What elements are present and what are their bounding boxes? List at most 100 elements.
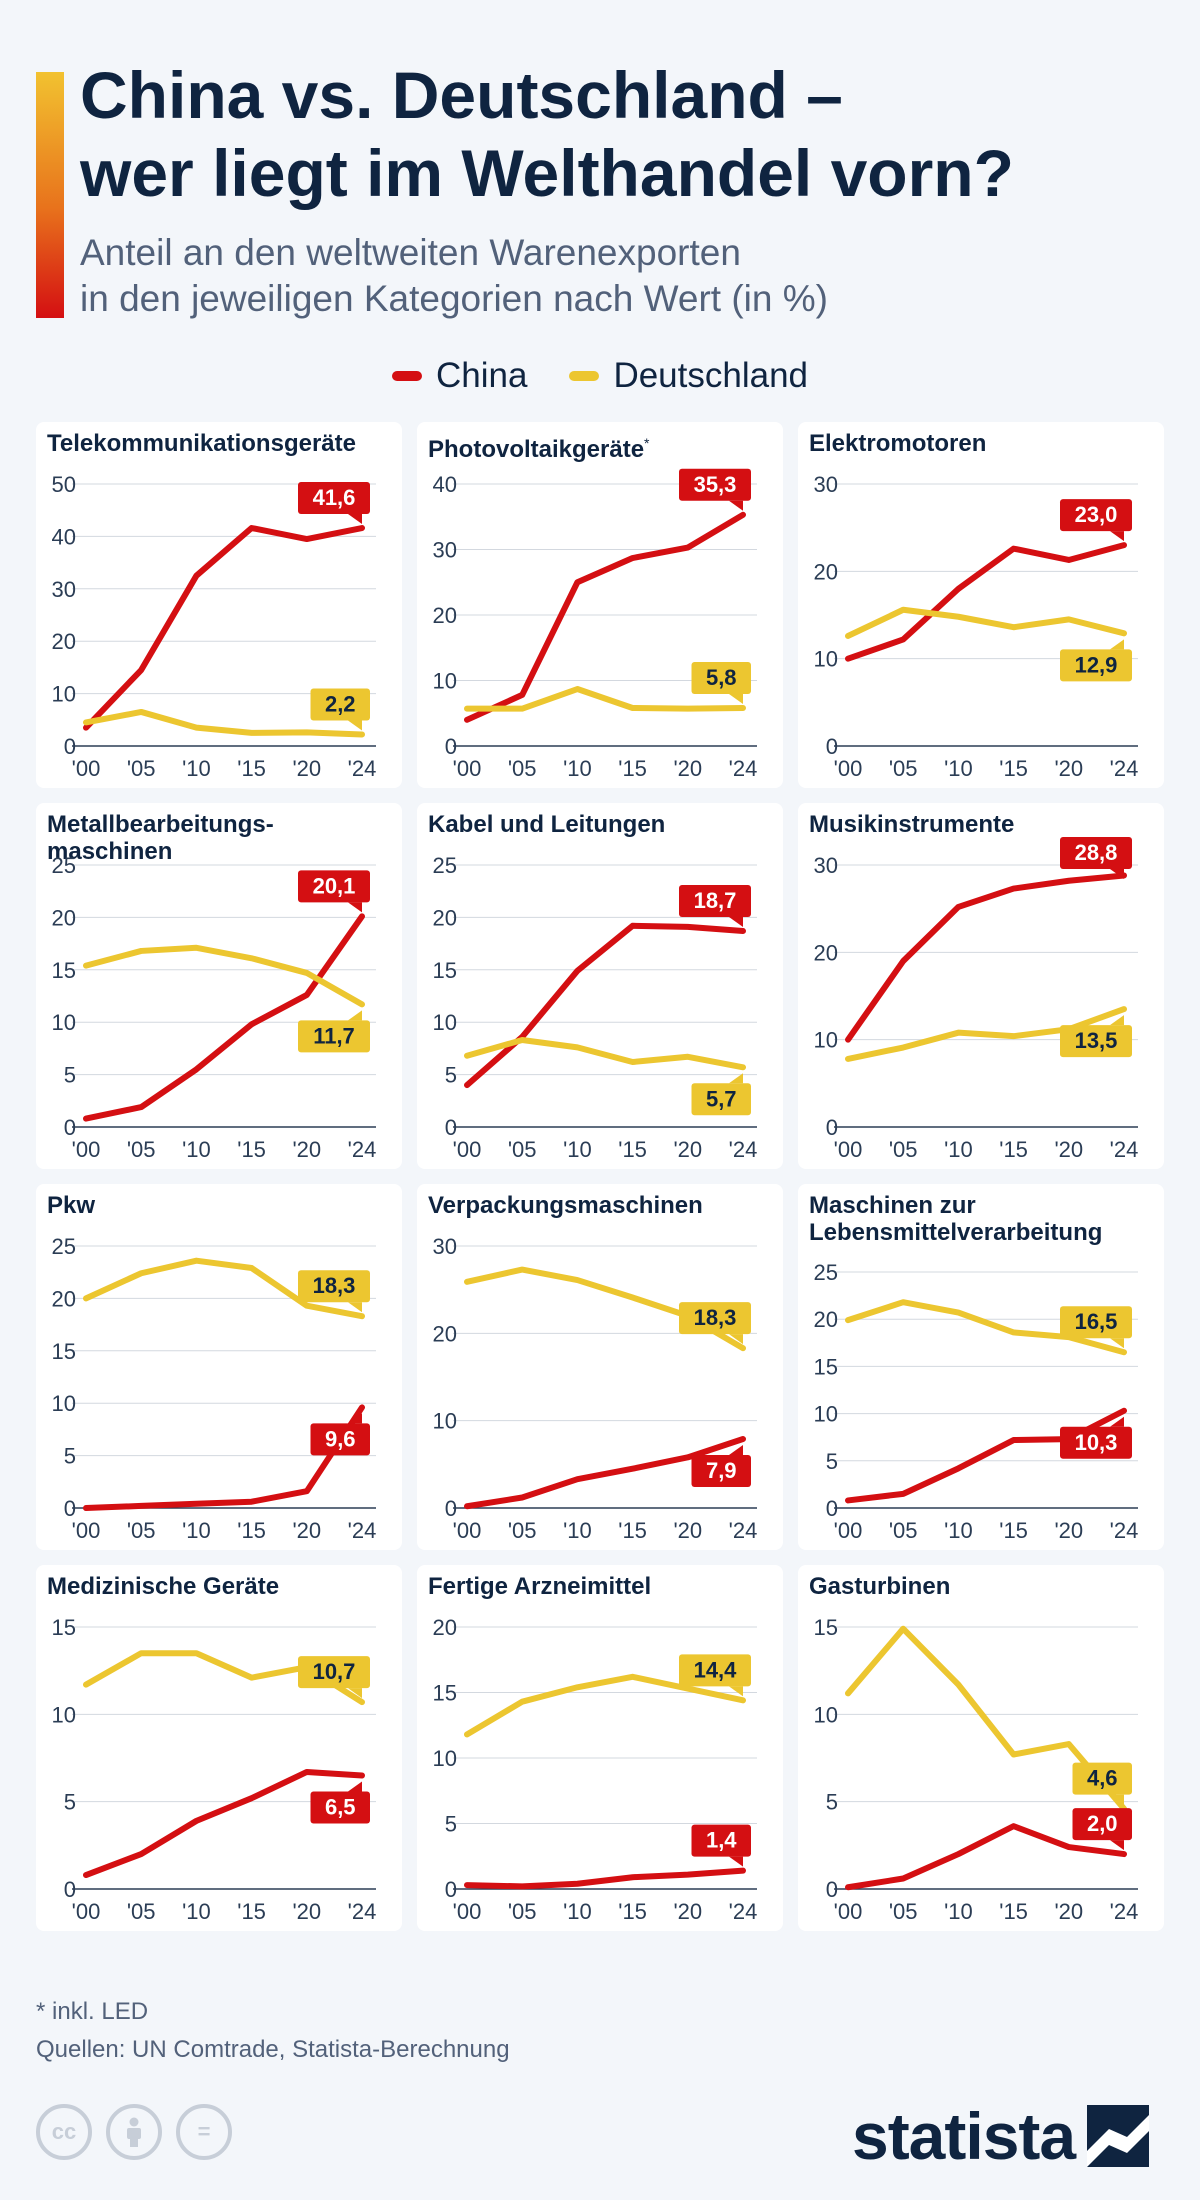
x-tick-label: '24 (348, 1137, 377, 1162)
title-accent-bar (36, 72, 64, 318)
y-tick-label: 5 (64, 1790, 76, 1815)
x-tick-label: '15 (237, 1899, 266, 1924)
y-tick-label: 0 (445, 1115, 457, 1140)
end-label-box (679, 1654, 751, 1687)
x-tick-label: '15 (618, 1899, 647, 1924)
end-label-box (1060, 1306, 1132, 1339)
series-line-china (845, 1823, 1127, 1891)
x-tick-label: '05 (127, 1518, 156, 1543)
y-tick-label: 20 (52, 905, 76, 930)
end-label-china: 9,6 (310, 1413, 370, 1456)
end-label-pointer (348, 1010, 362, 1021)
x-tick-label: '15 (237, 1137, 266, 1162)
end-label-pointer (729, 1686, 743, 1697)
chart-title: Medizinische Geräte (47, 1573, 392, 1600)
x-tick-label: '10 (944, 1899, 973, 1924)
end-label-pointer (729, 917, 743, 928)
end-label-text: 20,1 (313, 873, 356, 898)
y-tick-label: 15 (433, 958, 457, 983)
chart-title: Musikinstrumente (809, 811, 1154, 838)
end-label-text: 41,6 (313, 485, 356, 510)
end-label-pointer (348, 1302, 362, 1313)
y-tick-label: 30 (433, 1234, 457, 1259)
end-label-deutschland: 4,6 (1072, 1762, 1132, 1805)
chart-title: Gasturbinen (809, 1573, 1154, 1600)
x-tick-label: '15 (999, 1518, 1028, 1543)
x-tick-label: '05 (508, 1518, 537, 1543)
x-tick-label: '10 (944, 1518, 973, 1543)
x-tick-label: '05 (889, 756, 918, 781)
x-tick-label: '20 (673, 1137, 702, 1162)
end-label-text: 6,5 (325, 1794, 356, 1819)
chart-card-photovoltaikgeräte: Photovoltaikgeräte* 0 10 20 30 40 '00 '05 '10 '15… (417, 422, 783, 788)
statista-logo[interactable]: statista (852, 2098, 1150, 2174)
chart-title: Kabel und Leitungen (428, 811, 773, 838)
end-label-deutschland: 5,7 (691, 1073, 751, 1116)
end-label-pointer (348, 720, 362, 731)
chart-svg: 0 10 20 30 40 50 '00 '05 '10 '15 '20 '24 41,6 2,2 (52, 472, 377, 781)
y-tick-label: 40 (52, 524, 76, 549)
end-label-text: 2,2 (325, 691, 356, 716)
chart-svg: 0 5 10 15 20 25 '00 '05 '10 '15 '20 '24 20,1 11,7 (52, 853, 377, 1162)
x-tick-label: '10 (944, 756, 973, 781)
end-label-box (1060, 1426, 1132, 1459)
end-label-box (310, 688, 370, 721)
x-tick-label: '10 (182, 1137, 211, 1162)
x-tick-label: '15 (618, 756, 647, 781)
y-tick-label: 25 (52, 853, 76, 878)
y-tick-label: 30 (814, 853, 838, 878)
x-tick-label: '05 (889, 1899, 918, 1924)
x-tick-label: '20 (292, 1518, 321, 1543)
chart-card-metallbearbeitungs-maschinen: Metallbearbeitungs-maschinen 0 5 10 15 20 25 '0… (36, 803, 402, 1169)
x-tick-label: '20 (1054, 1518, 1083, 1543)
nd-icon[interactable]: = (176, 2104, 232, 2160)
x-tick-label: '05 (508, 1899, 537, 1924)
series-line-deutschland (464, 1673, 746, 1738)
chart-title-text: Kabel und Leitungen (428, 811, 666, 838)
x-tick-label: '00 (453, 1518, 482, 1543)
end-label-text: 11,7 (313, 1023, 355, 1048)
y-tick-label: 0 (826, 1496, 838, 1521)
x-tick-label: '20 (292, 1899, 321, 1924)
end-label-text: 12,9 (1075, 652, 1118, 677)
chart-card-verpackungsmaschinen: Verpackungsmaschinen 0 10 20 30 '00 '05 '10 '15 '… (417, 1184, 783, 1550)
y-tick-label: 0 (64, 1115, 76, 1140)
series-line-deutschland (83, 944, 365, 1008)
end-label-pointer (1110, 1794, 1124, 1805)
y-tick-label: 40 (433, 472, 457, 497)
x-tick-label: '00 (453, 1899, 482, 1924)
series-line-deutschland (83, 1257, 365, 1320)
y-tick-label: 15 (52, 958, 76, 983)
chart-svg: 0 5 10 15 20 25 '00 '05 '10 '15 '20 '24 18,3 9,6 (52, 1234, 377, 1543)
by-icon[interactable] (106, 2104, 162, 2160)
x-tick-label: '15 (237, 1518, 266, 1543)
series-line-deutschland (845, 1299, 1127, 1356)
subtitle-line-2: in den jeweiligen Kategorien nach Wert (… (80, 278, 828, 319)
series-line-deutschland (83, 708, 365, 738)
series-line-china (83, 525, 365, 731)
y-tick-label: 10 (52, 1702, 76, 1727)
y-tick-label: 15 (52, 1339, 76, 1364)
end-label-deutschland: 13,5 (1060, 1015, 1132, 1058)
x-tick-label: '24 (1110, 1899, 1139, 1924)
end-label-box (679, 1302, 751, 1335)
chart-title-text: Medizinische Geräte (47, 1573, 280, 1600)
chart-card-musikinstrumente: Musikinstrumente 0 10 20 30 '00 '05 '10 '15 '20 '2… (798, 803, 1164, 1169)
end-label-china: 20,1 (298, 870, 370, 913)
end-label-box (298, 1656, 370, 1689)
end-label-deutschland: 14,4 (679, 1654, 751, 1697)
x-tick-label: '24 (1110, 1518, 1139, 1543)
end-label-china: 18,7 (679, 885, 751, 928)
chart-title-text: Elektromotoren (809, 430, 987, 457)
end-label-pointer (348, 1781, 362, 1792)
x-tick-label: '15 (618, 1137, 647, 1162)
x-tick-label: '10 (563, 1899, 592, 1924)
x-tick-label: '00 (72, 756, 101, 781)
chart-card-telekommunikationsgeräte: Telekommunikationsgeräte 0 10 20 30 40 50 '00 '0… (36, 422, 402, 788)
series-line-china (464, 1436, 746, 1510)
end-label-text: 23,0 (1075, 502, 1118, 527)
end-label-pointer (348, 1688, 362, 1699)
end-label-pointer (1110, 531, 1124, 542)
series-line-china (83, 913, 365, 1122)
cc-icon[interactable]: cc (36, 2104, 92, 2160)
